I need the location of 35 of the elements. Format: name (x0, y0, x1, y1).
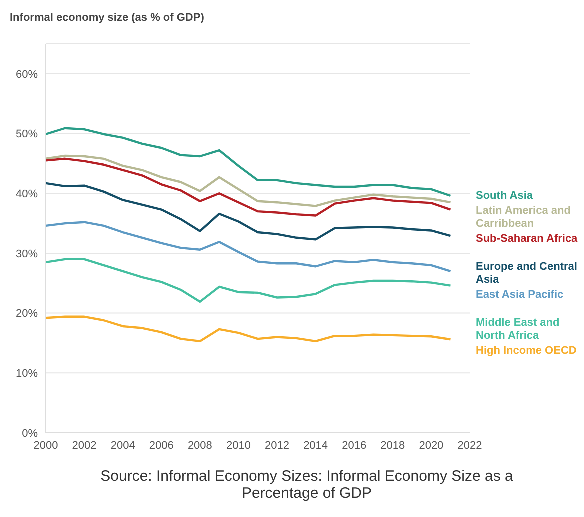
source-note: Source: Informal Economy Sizes: Informal Economy Size as a Percentage of GDP (100, 468, 514, 502)
x-tick-label: 2006 (149, 440, 174, 452)
line-series (46, 127, 452, 198)
chart-title: Informal economy size (as % of GDP) (9, 11, 206, 26)
line-series (46, 258, 452, 304)
text: Latin America and Carribbean (476, 204, 572, 230)
x-tick-label: 2004 (110, 440, 136, 452)
text: Middle East and North Africa (476, 316, 561, 342)
x-tick-label: 2016 (342, 440, 367, 452)
line-series (46, 316, 452, 343)
text: Sub-Saharan Africa (476, 232, 579, 246)
x-tick-label: 2012 (265, 440, 290, 452)
y-tick-label: 60% (16, 68, 38, 81)
x-tick-label: 2018 (380, 440, 406, 452)
y-tick-label: 50% (16, 128, 38, 141)
line-series (46, 221, 452, 273)
x-tick-label: 2002 (72, 440, 97, 452)
text: Europe and Central Asia (476, 260, 578, 286)
line-series (46, 154, 452, 208)
y-tick-label: 30% (16, 248, 38, 260)
text: High Income OECD (476, 344, 578, 358)
x-tick-label: 2010 (226, 440, 251, 452)
y-tick-label: 0% (22, 428, 38, 440)
x-tick-label: 2014 (304, 440, 328, 452)
x-tick-label: 2020 (419, 440, 444, 452)
y-tick-label: 20% (16, 308, 38, 320)
x-tick-label: 2008 (188, 440, 212, 452)
y-tick-label: 10% (16, 368, 38, 380)
line-series (46, 158, 452, 217)
x-tick-label: 2022 (458, 440, 482, 452)
x-tick-label: 2000 (34, 440, 58, 452)
y-tick-label: 40% (16, 188, 38, 201)
line-series (46, 182, 452, 241)
text: East Asia Pacific (476, 288, 565, 302)
text: South Asia (476, 190, 534, 202)
